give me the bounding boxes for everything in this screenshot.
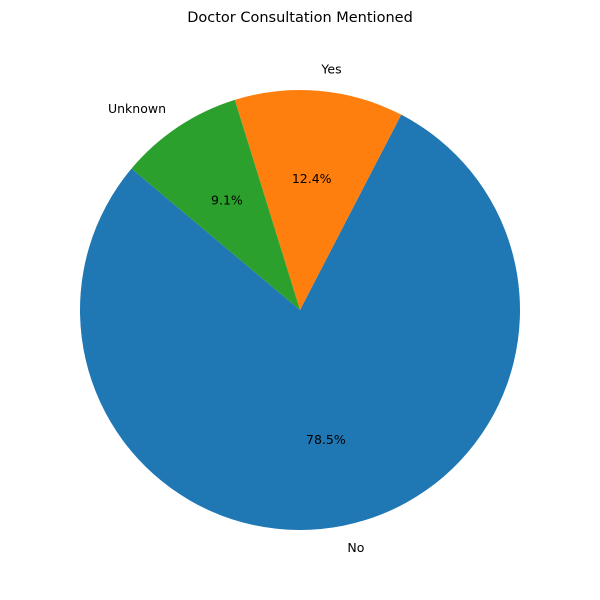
pie-slice-yes [234,90,402,311]
category-label-no: No [347,540,364,555]
chart-title: Doctor Consultation Mentioned [187,10,413,26]
pie-slice-unknown [131,99,300,310]
category-label-yes: Yes [320,61,341,76]
category-label-unknown: Unknown [108,101,166,116]
pie-slice-no [79,114,520,531]
pct-label-unknown: 9.1% [211,193,243,208]
pct-label-no: 78.5% [306,432,346,447]
pct-label-yes: 12.4% [292,171,332,186]
